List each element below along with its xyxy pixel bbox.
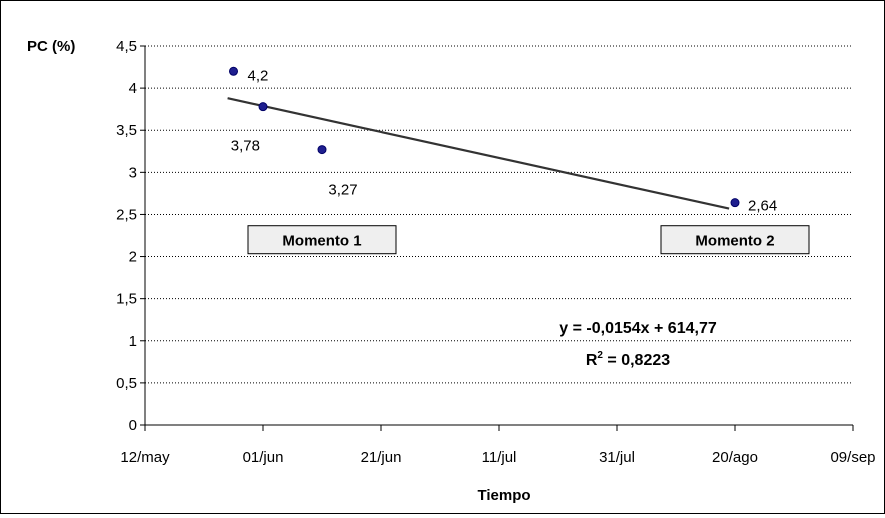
x-axis-title: Tiempo — [477, 487, 530, 504]
data-label: 2,64 — [748, 198, 777, 215]
x-tick-label: 01/jun — [243, 449, 284, 466]
y-tick-label: 1 — [129, 333, 137, 350]
x-tick-label: 31/jul — [599, 449, 635, 466]
y-tick-label: 3,5 — [116, 122, 137, 139]
y-axis-title: PC (%) — [27, 38, 75, 55]
data-points — [229, 66, 740, 208]
data-point — [730, 198, 740, 208]
y-tick-label: 4 — [129, 80, 137, 97]
x-tick-label: 09/sep — [830, 449, 875, 466]
data-point — [258, 102, 268, 112]
x-tick-label: 12/may — [120, 449, 170, 466]
trendline-equation: y = -0,0154x + 614,77 — [559, 320, 717, 337]
data-labels: 4,2 3,78 3,27 2,64 — [231, 67, 777, 214]
trendline-r-squared: R2 = 0,8223 — [586, 350, 670, 369]
trendline — [227, 97, 730, 210]
axes — [140, 45, 854, 431]
y-tick-label: 1,5 — [116, 291, 137, 308]
annotation-label: Momento 2 — [695, 233, 774, 250]
r2-superscript: 2 — [597, 350, 603, 361]
annotations: Momento 1 Momento 2 — [247, 225, 810, 255]
data-label: 3,78 — [231, 138, 260, 155]
trendline-layer — [227, 97, 730, 210]
y-tick-label: 3 — [129, 164, 137, 181]
annotation-rect — [247, 225, 397, 255]
annotation-box: Momento 2 — [660, 225, 810, 255]
y-tick-label: 0 — [129, 417, 137, 434]
y-tick-label: 4,5 — [116, 38, 137, 55]
r2-value: = 0,8223 — [603, 352, 670, 369]
data-point — [317, 145, 327, 155]
y-tick-label: 2,5 — [116, 206, 137, 223]
data-label: 4,2 — [248, 67, 269, 84]
annotation-rect — [660, 225, 810, 255]
grid-lines — [145, 45, 853, 384]
y-tick-label: 0,5 — [116, 375, 137, 392]
x-tick-label: 21/jun — [361, 449, 402, 466]
tick-labels: 0 0,5 1 1,5 2 2,5 3 3,5 4 4,5 12/may 01/jun 21/jun 11… — [116, 38, 875, 466]
y-tick-label: 2 — [129, 249, 137, 266]
data-point — [229, 66, 238, 76]
r2-prefix: R — [586, 352, 598, 369]
x-tick-label: 11/jul — [482, 449, 517, 466]
x-tick-label: 20/ago — [712, 449, 758, 466]
annotation-label: Momento 1 — [282, 233, 361, 250]
annotation-box: Momento 1 — [247, 225, 397, 255]
data-label: 3,27 — [328, 182, 357, 199]
